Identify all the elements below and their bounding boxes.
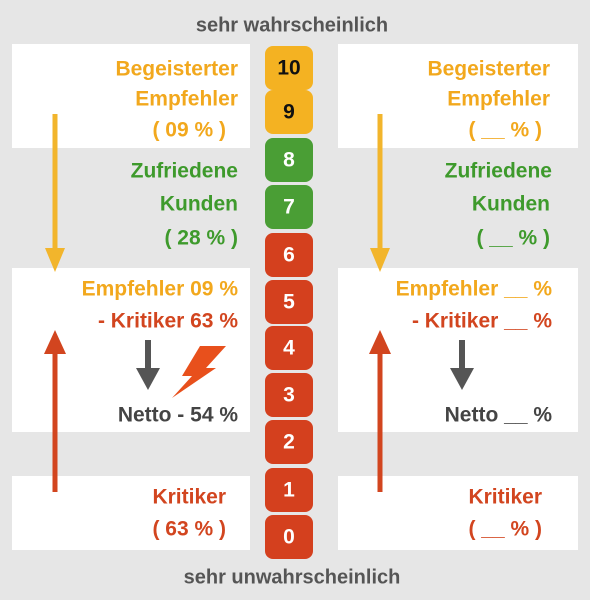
scale-box	[265, 280, 313, 324]
label: ( __ % )	[468, 119, 542, 142]
scale-box	[265, 138, 313, 182]
scale-number: 6	[283, 244, 295, 267]
label: Empfehler 09 %	[82, 278, 239, 301]
left-column: Begeisterter Empfehler ( 09 % ) Zufriede…	[82, 58, 239, 541]
scale-box	[265, 185, 313, 229]
label: Netto __ %	[445, 404, 553, 427]
scale-box	[265, 46, 313, 90]
label: ( 28 % )	[164, 227, 238, 250]
scale-box	[265, 90, 313, 134]
scale-box	[265, 515, 313, 559]
top-label: sehr wahrscheinlich	[196, 14, 388, 36]
scale-number: 0	[283, 526, 295, 549]
label: ( __ % )	[476, 227, 550, 250]
label: Kunden	[160, 193, 238, 216]
label: Empfehler	[135, 88, 238, 111]
label: Zufriedene	[445, 160, 552, 183]
scale-number: 7	[283, 196, 295, 219]
arrows-left	[44, 114, 226, 492]
label: Kritiker	[152, 486, 226, 509]
scale-box	[265, 233, 313, 277]
label: Kunden	[472, 193, 550, 216]
scale-box	[265, 468, 313, 512]
label: Empfehler __ %	[396, 278, 553, 301]
scale-number: 4	[283, 337, 295, 360]
arrows-right	[369, 114, 474, 492]
label: Begeisterter	[427, 58, 550, 81]
scale-number: 8	[283, 149, 295, 172]
scale-box	[265, 420, 313, 464]
scale-number: 9	[283, 101, 295, 124]
label: Kritiker	[468, 486, 542, 509]
bottom-label: sehr unwahrscheinlich	[184, 566, 401, 588]
label: ( 09 % )	[152, 119, 226, 142]
label: ( 63 % )	[152, 518, 226, 541]
scale-number: 10	[277, 57, 300, 80]
label: Empfehler	[447, 88, 550, 111]
scale-box	[265, 373, 313, 417]
scale-number: 1	[283, 479, 295, 502]
label: Begeisterter	[115, 58, 238, 81]
label: - Kritiker 63 %	[98, 310, 238, 333]
scale-number: 2	[283, 431, 295, 454]
label: ( __ % )	[468, 518, 542, 541]
scale-number: 5	[283, 291, 295, 314]
label: Netto - 54 %	[118, 404, 239, 427]
scale-box	[265, 326, 313, 370]
scale-number: 3	[283, 384, 295, 407]
right-column: Begeisterter Empfehler ( __ % ) Zufriede…	[396, 58, 553, 541]
label: - Kritiker __ %	[412, 310, 552, 333]
label: Zufriedene	[131, 160, 238, 183]
